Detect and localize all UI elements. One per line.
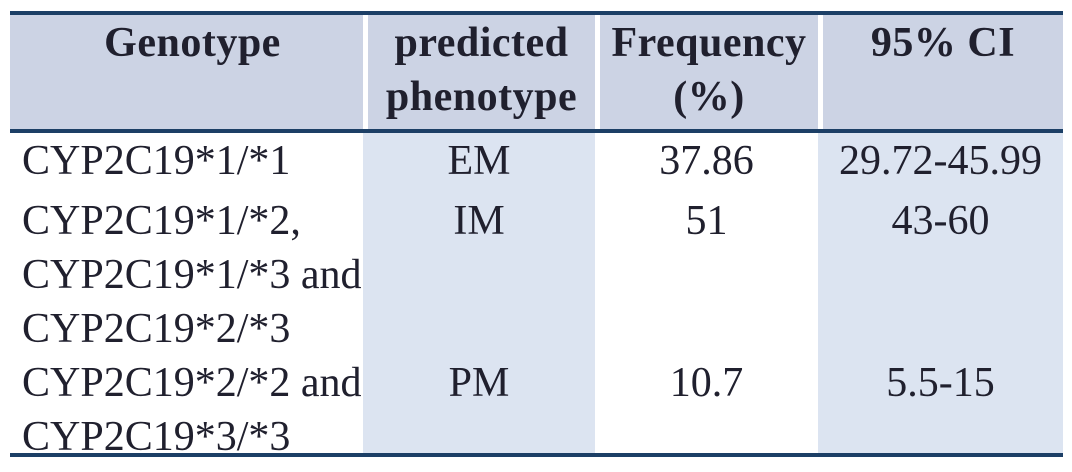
table-header-row: Genotype predicted phenotype Frequency (… [10,15,1063,129]
frequency-cell: 37.86 [595,133,818,193]
genotype-line: CYP2C19*1/*1 [22,138,291,184]
ci-cell: 29.72-45.99 [818,133,1063,193]
table-body: CYP2C19*1/*1 EM 37.86 29.72-45.99 CYP2C1… [10,133,1063,460]
genotype-line: CYP2C19*3/*3 [22,414,291,460]
phenotype-cell: IM [363,193,595,355]
column-header-95-ci: 95% CI [818,15,1063,129]
genotype-cell: CYP2C19*1/*2, CYP2C19*1/*3 and CYP2C19*2… [10,193,363,355]
phenotype-cell: EM [363,133,595,193]
genotype-line: CYP2C19*1/*3 and [22,252,362,298]
ci-cell: 43-60 [818,193,1063,355]
phenotype-cell: PM [363,355,595,453]
genotype-cell: CYP2C19*2/*2 and CYP2C19*3/*3 [10,355,363,460]
genotype-line: CYP2C19*2/*2 and [22,360,362,406]
frequency-cell: 10.7 [595,355,818,453]
table-rule-header-bottom [10,129,1063,133]
table-rule-bottom [10,453,1063,457]
genotype-line: CYP2C19*1/*2, [22,198,301,244]
ci-cell: 5.5-15 [818,355,1063,453]
column-header-predicted-phenotype: predicted phenotype [363,15,595,129]
frequency-cell: 51 [595,193,818,355]
column-header-frequency: Frequency (%) [595,15,818,129]
column-header-genotype: Genotype [10,15,363,129]
table-rule-top [10,11,1063,15]
genotype-line: CYP2C19*2/*3 [22,306,291,352]
genotype-cell: CYP2C19*1/*1 [10,133,363,193]
genotype-frequency-table: Genotype predicted phenotype Frequency (… [10,11,1063,460]
